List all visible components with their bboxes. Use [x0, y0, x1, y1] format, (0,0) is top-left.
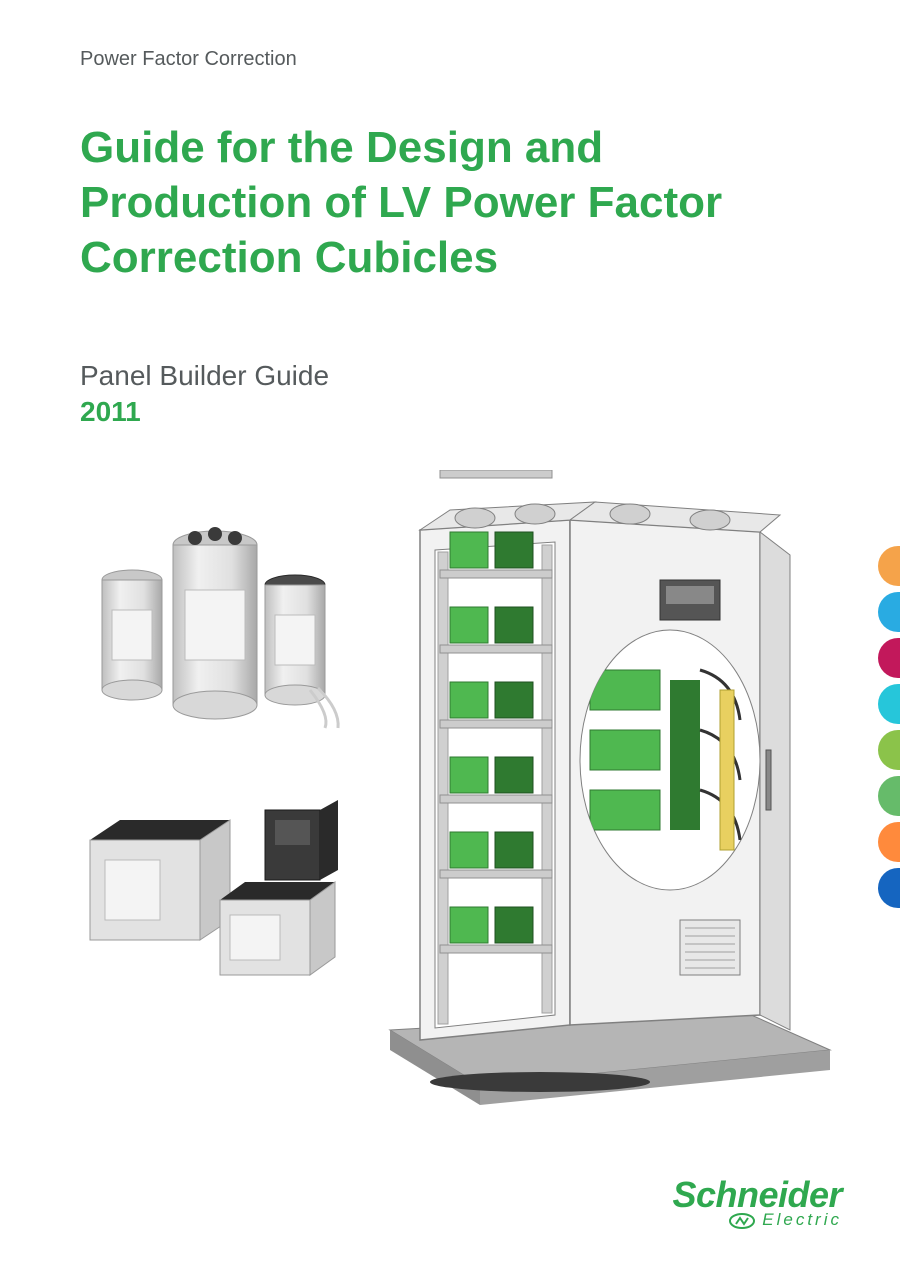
side-tab	[878, 592, 900, 632]
cubicle-illustration	[380, 470, 840, 1110]
side-tab	[878, 546, 900, 586]
subtitle-block: Panel Builder Guide 2011	[80, 360, 329, 428]
subtitle-line: Panel Builder Guide	[80, 360, 329, 392]
modules-illustration	[80, 790, 360, 990]
side-tab	[878, 776, 900, 816]
illustrations-area	[80, 470, 840, 1110]
side-tab	[878, 638, 900, 678]
side-tab	[878, 868, 900, 908]
side-tabs	[878, 546, 900, 908]
side-tab	[878, 822, 900, 862]
category-label: Power Factor Correction	[80, 48, 297, 71]
brand-logo: Schneider Electric	[672, 1174, 842, 1230]
capacitors-illustration	[80, 490, 350, 730]
side-tab	[878, 684, 900, 724]
side-tab	[878, 730, 900, 770]
main-title: Guide for the Design and Production of L…	[80, 120, 820, 285]
subtitle-year: 2011	[80, 396, 329, 428]
